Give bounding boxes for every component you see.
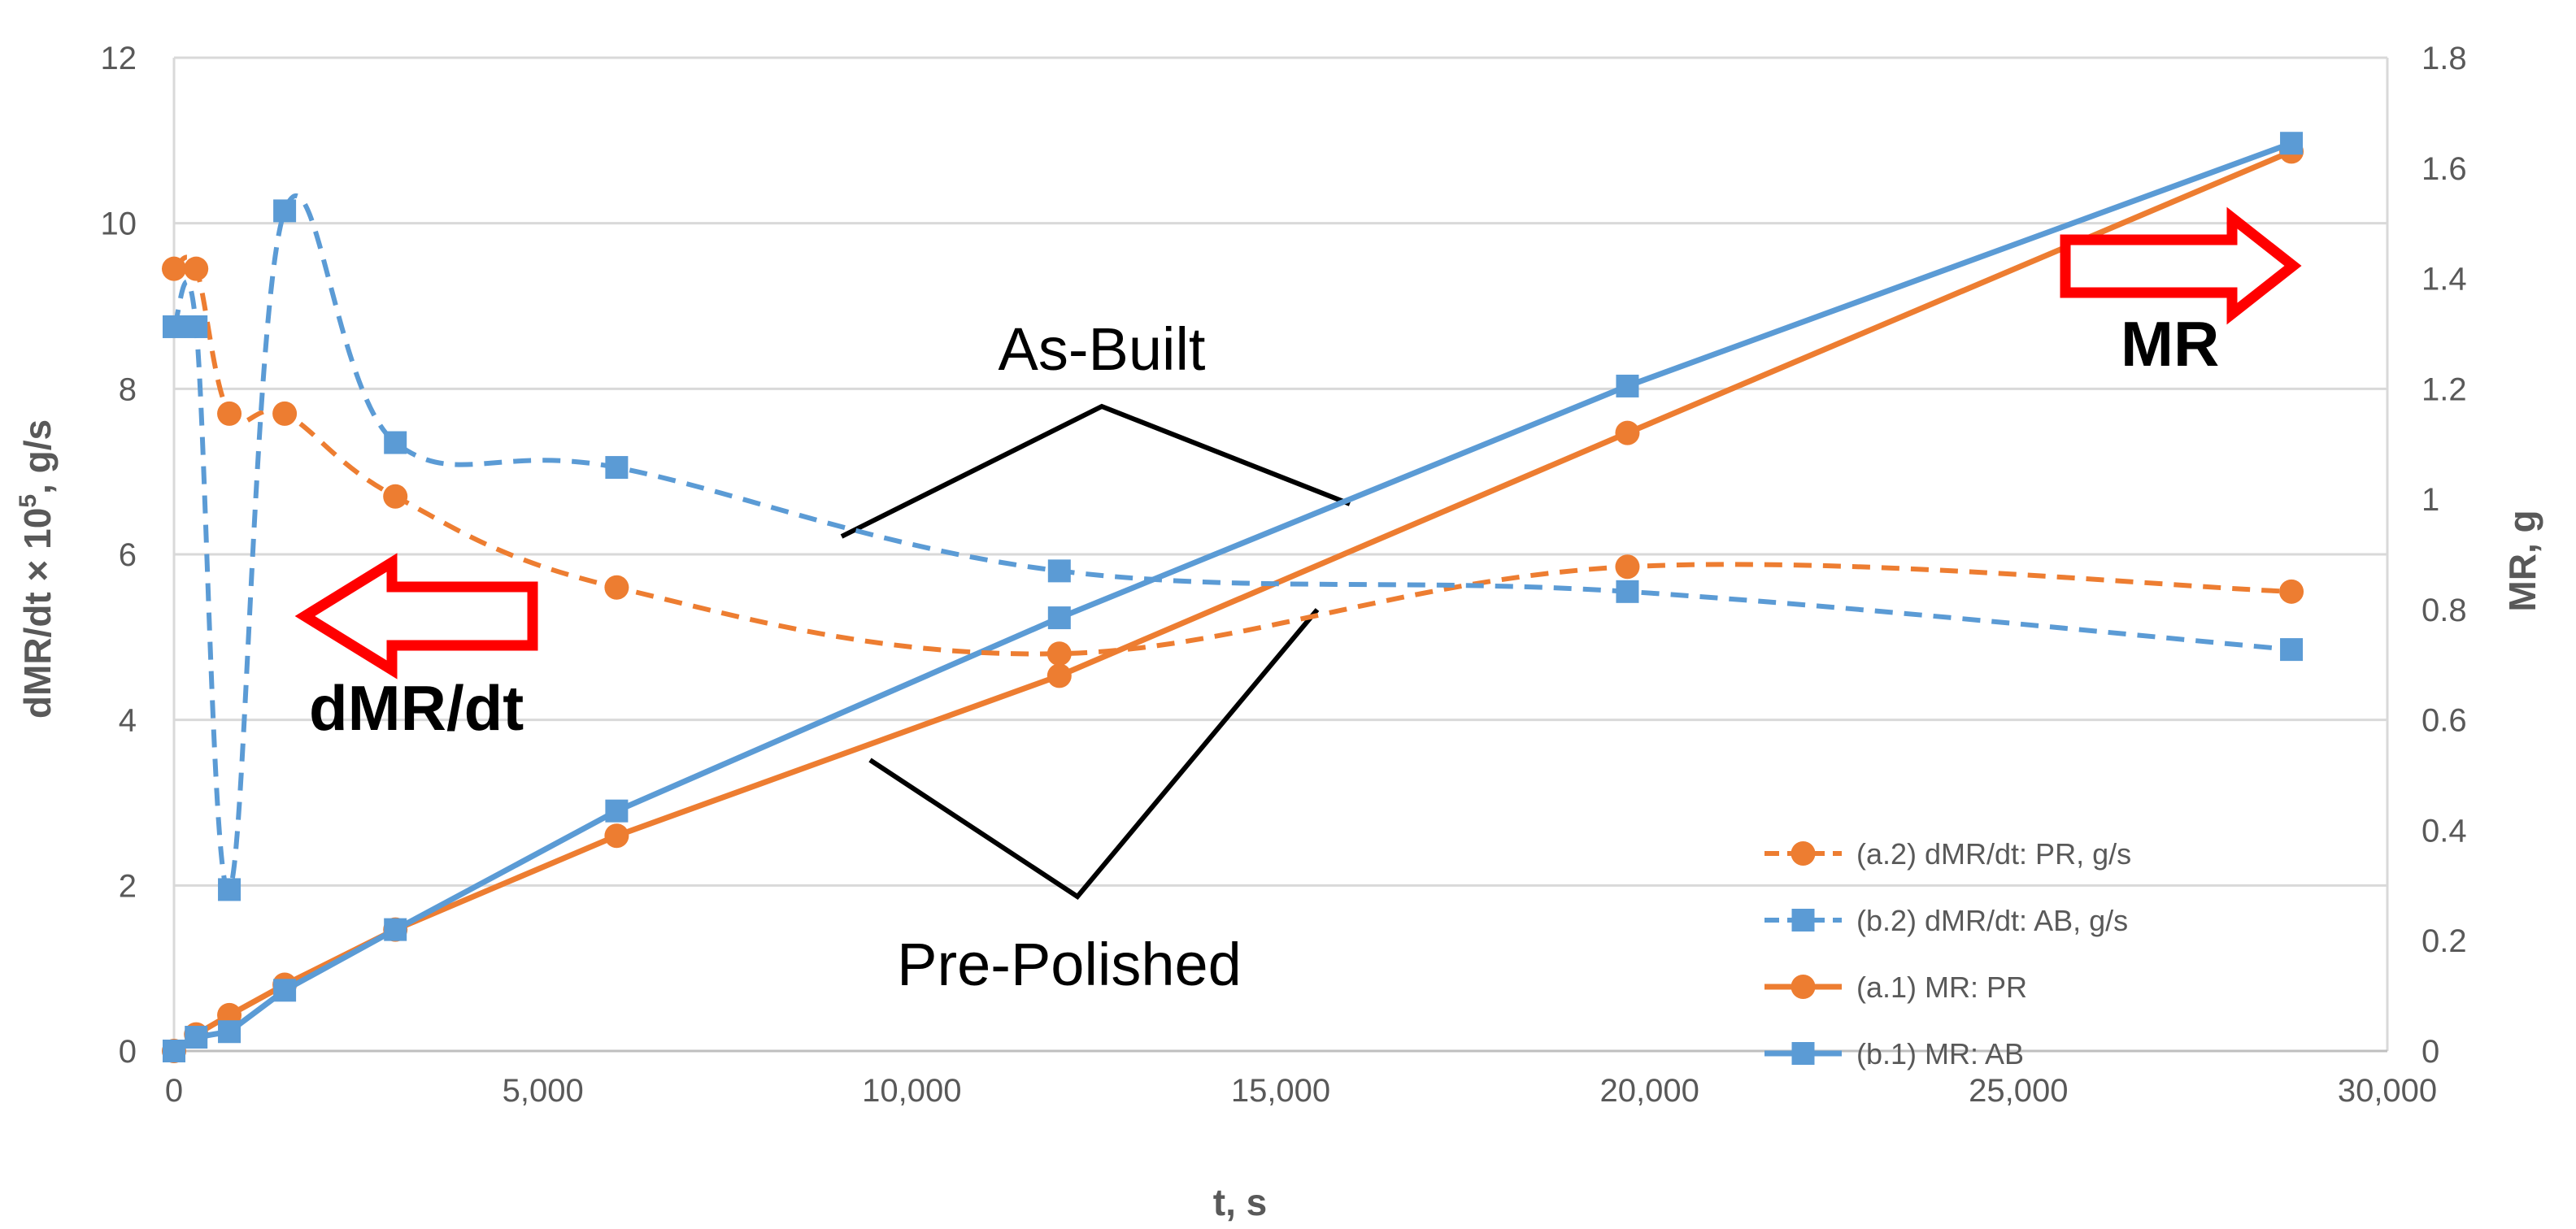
x-axis-title: t, s	[1213, 1181, 1267, 1223]
data-point	[1616, 374, 1639, 397]
data-point	[1047, 559, 1071, 583]
gridlines	[174, 56, 2389, 1051]
x-tick-label: 5,000	[503, 1073, 584, 1109]
y-right-tick-label: 0	[2422, 1034, 2439, 1070]
y-left-tick-labels: 0 2 4 6 8 10 12	[101, 41, 137, 1070]
y-left-tick-label: 0	[119, 1034, 137, 1070]
legend-item: (a.1) MR: PR	[1764, 971, 2027, 1004]
data-point	[1047, 606, 1071, 630]
x-tick-label: 25,000	[1969, 1073, 2068, 1109]
data-point	[384, 431, 407, 454]
left-arrow-label: dMR/dt	[309, 672, 524, 744]
y-left-tick-label: 6	[119, 537, 137, 573]
data-point	[1616, 580, 1639, 603]
axes	[172, 58, 2387, 1053]
data-point	[218, 1020, 242, 1044]
data-point	[605, 456, 629, 480]
series-0	[162, 254, 2304, 667]
y-right-tick-label: 1.6	[2422, 151, 2467, 187]
data-point	[605, 799, 629, 823]
y-right-tick-label: 0.4	[2422, 813, 2467, 849]
legend-label: (a.1) MR: PR	[1856, 971, 2027, 1004]
legend: (a.2) dMR/dt: PR, g/s (b.2) dMR/dt: AB, g…	[1764, 837, 2131, 1070]
legend-marker	[1791, 1042, 1815, 1065]
data-point	[2279, 579, 2304, 604]
left-arrow	[294, 553, 538, 680]
as-built-label: As-Built	[999, 315, 1206, 383]
data-point	[272, 401, 298, 426]
series-layer	[162, 132, 2304, 1063]
y-left-axis-title: dMR/dt × 105, g/s	[15, 419, 59, 719]
y-left-tick-label: 8	[119, 371, 137, 407]
legend-label: (b.1) MR: AB	[1856, 1037, 2024, 1070]
y-right-tick-label: 1.4	[2422, 262, 2467, 297]
legend-item: (b.1) MR: AB	[1764, 1037, 2024, 1070]
legend-item: (b.2) dMR/dt: AB, g/s	[1764, 904, 2128, 937]
legend-item: (a.2) dMR/dt: PR, g/s	[1764, 837, 2131, 871]
data-point	[384, 918, 407, 941]
y-right-tick-label: 1.2	[2422, 371, 2467, 407]
y-right-tick-label: 1	[2422, 482, 2439, 518]
y-right-axis-title: MR, g	[2501, 510, 2543, 611]
x-tick-label: 20,000	[1599, 1073, 1699, 1109]
data-point	[1046, 641, 1072, 667]
y-right-tick-labels: 0 0.2 0.4 0.6 0.8 1 1.2 1.4 1.6 1.8	[2422, 41, 2467, 1070]
y-left-tick-label: 2	[119, 868, 137, 904]
data-point	[1615, 554, 1640, 580]
data-point	[273, 199, 297, 223]
data-point	[185, 1026, 208, 1049]
data-point	[185, 315, 208, 338]
as-built-callout	[840, 403, 1351, 539]
legend-marker	[1791, 909, 1815, 932]
data-point	[273, 979, 297, 1002]
right-arrow-label: MR	[2121, 308, 2219, 380]
y-right-tick-label: 0.8	[2422, 593, 2467, 628]
data-point	[604, 575, 629, 600]
x-tick-label: 10,000	[862, 1073, 961, 1109]
y-right-tick-label: 0.6	[2422, 703, 2467, 739]
y-right-tick-label: 1.8	[2422, 41, 2467, 76]
data-point	[2280, 132, 2304, 155]
series-line-1	[172, 193, 2292, 892]
y-left-tick-label: 4	[119, 703, 137, 739]
data-point	[604, 823, 629, 849]
series-1	[163, 193, 2304, 901]
pre-polished-label: Pre-Polished	[897, 931, 1242, 998]
data-point	[1046, 663, 1072, 688]
x-tick-label: 30,000	[2338, 1073, 2437, 1109]
legend-label: (a.2) dMR/dt: PR, g/s	[1856, 837, 2131, 871]
y-right-tick-label: 0.2	[2422, 923, 2467, 959]
data-point	[163, 1040, 185, 1062]
right-arrow	[2060, 206, 2302, 325]
legend-marker	[1791, 841, 1816, 866]
data-point	[383, 484, 408, 509]
data-point	[1615, 420, 1640, 445]
data-point	[2280, 638, 2304, 662]
legend-label: (b.2) dMR/dt: AB, g/s	[1856, 904, 2128, 937]
pre-polished-callout	[868, 608, 1320, 900]
data-point	[218, 878, 242, 901]
legend-marker	[1791, 975, 1816, 999]
series-3	[163, 132, 2304, 1062]
data-point	[184, 256, 209, 281]
y-left-tick-label: 10	[101, 206, 137, 242]
data-point	[163, 315, 185, 338]
data-point	[217, 401, 242, 426]
y-left-tick-label: 12	[101, 41, 137, 76]
x-tick-label: 15,000	[1231, 1073, 1330, 1109]
x-tick-labels: 0 5,000 10,000 15,000 20,000 25,000 30,000	[165, 1073, 2437, 1109]
x-tick-label: 0	[165, 1073, 183, 1109]
data-point	[162, 256, 186, 281]
